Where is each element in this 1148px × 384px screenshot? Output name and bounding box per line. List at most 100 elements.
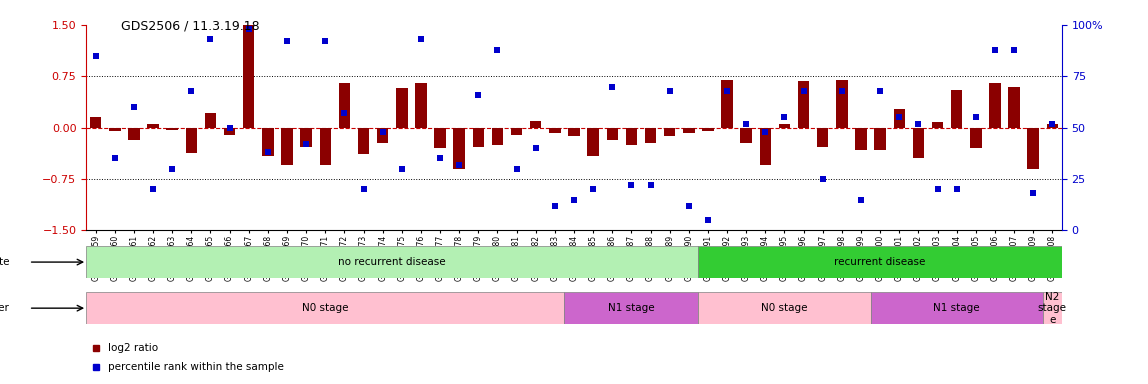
Bar [698, 292, 870, 324]
Bar [683, 127, 695, 133]
Point [890, 114, 908, 121]
Bar [86, 292, 565, 324]
Bar [224, 127, 235, 134]
Bar [319, 127, 331, 166]
Bar [243, 25, 255, 127]
Point [603, 84, 621, 90]
Bar [565, 292, 698, 324]
Point [584, 186, 603, 192]
Point [871, 88, 890, 94]
Point [929, 186, 947, 192]
Bar [893, 109, 905, 127]
Point [737, 121, 755, 127]
Point [450, 162, 468, 168]
Point [316, 38, 334, 45]
Bar [416, 83, 427, 127]
Point [794, 88, 813, 94]
Bar [1042, 292, 1062, 324]
Bar [434, 127, 445, 148]
Bar [358, 127, 370, 154]
Bar [798, 81, 809, 127]
Bar [817, 127, 829, 147]
Bar [990, 83, 1001, 127]
Bar [1047, 124, 1058, 127]
Point [144, 186, 162, 192]
Bar [396, 88, 408, 127]
Bar [377, 127, 388, 143]
Point [852, 197, 870, 203]
Bar [664, 127, 675, 136]
Point [201, 36, 219, 42]
Point [488, 46, 506, 53]
Bar [166, 127, 178, 131]
Bar [301, 127, 312, 147]
Point [393, 166, 411, 172]
Bar [90, 118, 101, 127]
Point [183, 88, 201, 94]
Bar [870, 292, 1042, 324]
Point [278, 38, 296, 45]
Bar [339, 83, 350, 127]
Point [355, 186, 373, 192]
Text: N1 stage: N1 stage [933, 303, 980, 313]
Bar [129, 127, 140, 140]
Bar [855, 127, 867, 150]
Bar [491, 127, 503, 145]
Bar [147, 124, 158, 127]
Bar [606, 127, 618, 140]
Bar [645, 127, 657, 143]
Bar [262, 127, 273, 156]
Bar [511, 127, 522, 134]
Bar [86, 246, 698, 278]
Point [220, 124, 239, 131]
Text: N0 stage: N0 stage [761, 303, 808, 313]
Bar [1008, 87, 1019, 127]
Point [622, 182, 641, 188]
Point [163, 166, 181, 172]
Point [909, 121, 928, 127]
Point [1004, 46, 1023, 53]
Bar [932, 122, 944, 127]
Point [545, 203, 564, 209]
Bar [568, 127, 580, 136]
Point [642, 182, 660, 188]
Bar [721, 80, 732, 127]
Point [125, 104, 144, 110]
Bar [760, 127, 771, 166]
Text: no recurrent disease: no recurrent disease [339, 257, 447, 267]
Point [430, 156, 449, 162]
Bar [913, 127, 924, 159]
Bar [453, 127, 465, 169]
Bar [875, 127, 886, 150]
Point [1024, 190, 1042, 197]
Point [699, 217, 718, 223]
Point [947, 186, 965, 192]
Point [757, 129, 775, 135]
Point [967, 114, 985, 121]
Point [470, 92, 488, 98]
Point [660, 88, 678, 94]
Point [814, 176, 832, 182]
Bar [588, 127, 599, 156]
Point [832, 88, 851, 94]
Point [373, 129, 391, 135]
Text: percentile rank within the sample: percentile rank within the sample [108, 362, 284, 372]
Point [718, 88, 736, 94]
Point [527, 145, 545, 151]
Bar [626, 127, 637, 145]
Point [335, 110, 354, 116]
Point [986, 46, 1004, 53]
Bar [186, 127, 197, 153]
Text: GDS2506 / 11.3.19.18: GDS2506 / 11.3.19.18 [121, 19, 259, 32]
Point [507, 166, 526, 172]
Text: N2
stage
e: N2 stage e [1038, 291, 1066, 325]
Point [775, 114, 793, 121]
Bar [1027, 127, 1039, 169]
Text: N1 stage: N1 stage [608, 303, 654, 313]
Bar [740, 127, 752, 143]
Text: recurrent disease: recurrent disease [835, 257, 925, 267]
Point [297, 141, 316, 147]
Bar [281, 127, 293, 166]
Point [1044, 121, 1062, 127]
Bar [473, 127, 484, 147]
